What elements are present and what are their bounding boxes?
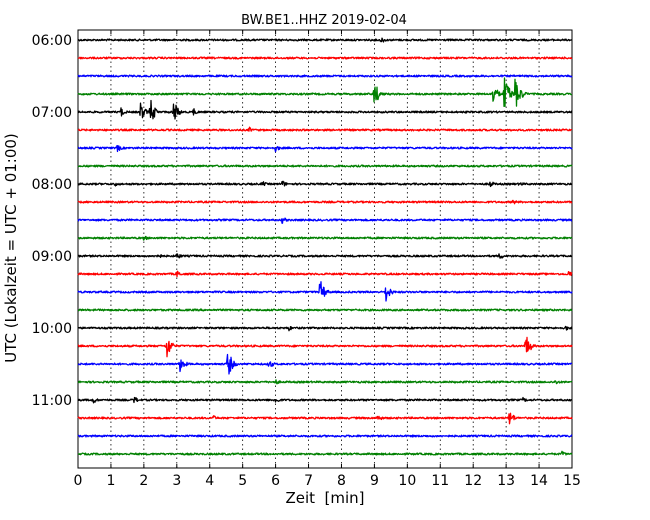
x-tick-label: 15 <box>563 473 581 489</box>
x-tick-label: 8 <box>337 473 346 489</box>
y-tick-label: 09:00 <box>32 249 72 265</box>
trace-1115 <box>77 412 573 425</box>
trace-0945 <box>77 308 573 312</box>
trace-1030 <box>77 353 573 375</box>
traces-layer <box>77 37 573 456</box>
grid-layer <box>110 30 540 468</box>
x-tick-label: 0 <box>74 473 83 489</box>
x-tick-label: 12 <box>464 473 482 489</box>
y-axis: 06:00 07:00 08:00 09:00 10:00 11:00 <box>32 33 572 409</box>
x-tick-label: 7 <box>304 473 313 489</box>
trace-0645 <box>77 77 573 107</box>
trace-1100 <box>77 396 573 404</box>
trace-0615 <box>77 56 573 60</box>
plot-frame <box>77 29 573 469</box>
trace-1045 <box>77 379 573 385</box>
trace-0730 <box>77 144 573 153</box>
trace-0930 <box>77 281 573 302</box>
x-tick-label: 10 <box>398 473 416 489</box>
x-tick-label: 4 <box>205 473 214 489</box>
trace-0845 <box>77 235 573 241</box>
trace-1145 <box>77 450 573 456</box>
x-axis: 0 1 2 3 4 5 6 7 8 9 10 11 12 13 14 15 <box>74 30 581 489</box>
chart-title: BW.BE1..HHZ 2019-02-04 <box>241 13 407 28</box>
trace-0900 <box>77 253 573 259</box>
y-axis-label: UTC (Lokalzeit = UTC + 01:00) <box>2 133 20 363</box>
trace-0830 <box>77 217 573 224</box>
trace-0600 <box>77 37 573 43</box>
trace-0915 <box>77 270 573 278</box>
trace-0630 <box>77 74 573 78</box>
x-tick-label: 14 <box>530 473 548 489</box>
trace-1130 <box>77 434 573 438</box>
x-tick-label: 1 <box>106 473 115 489</box>
x-tick-label: 5 <box>238 473 247 489</box>
x-tick-label: 3 <box>172 473 181 489</box>
x-tick-label: 6 <box>271 473 280 489</box>
x-tick-label: 11 <box>431 473 449 489</box>
trace-0700 <box>77 99 573 120</box>
trace-0815 <box>77 199 573 205</box>
x-tick-label: 9 <box>370 473 379 489</box>
y-tick-label: 06:00 <box>32 33 72 49</box>
y-tick-label: 07:00 <box>32 105 72 121</box>
trace-0745 <box>77 164 573 168</box>
y-tick-label: 10:00 <box>32 321 72 337</box>
trace-0800 <box>77 180 573 188</box>
x-tick-label: 13 <box>497 473 515 489</box>
x-axis-label: Zeit [min] <box>285 489 364 507</box>
trace-0715 <box>77 126 573 132</box>
trace-1000 <box>77 325 573 332</box>
y-tick-label: 08:00 <box>32 177 72 193</box>
y-tick-label: 11:00 <box>32 393 72 409</box>
trace-1015 <box>77 336 573 358</box>
x-tick-label: 2 <box>139 473 148 489</box>
